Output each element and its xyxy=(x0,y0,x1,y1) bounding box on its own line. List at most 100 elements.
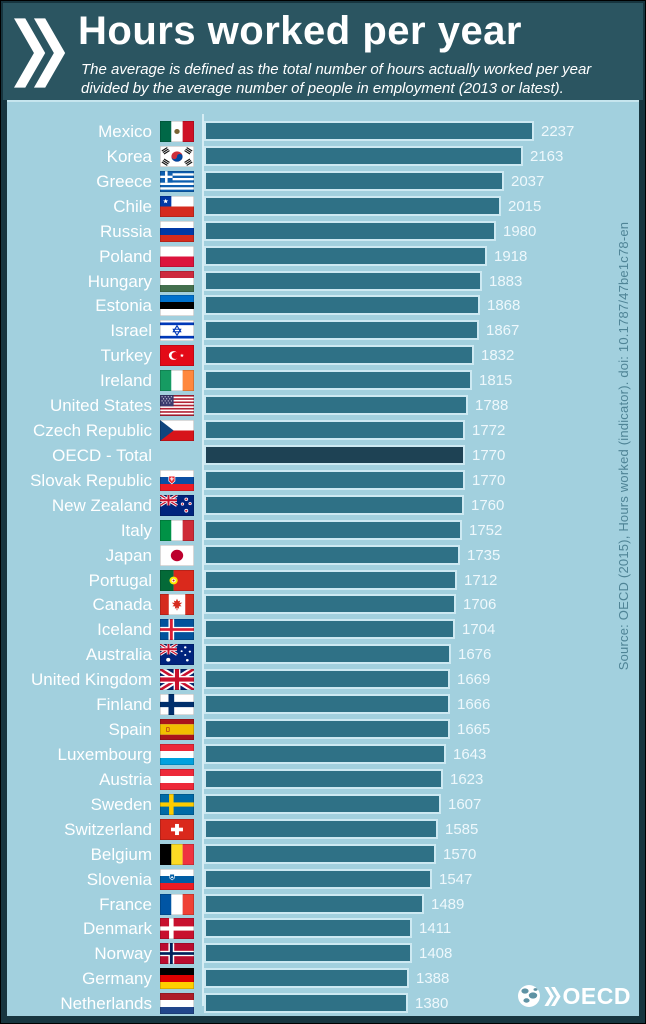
country-label: Austria xyxy=(99,769,152,789)
chart-row: Portugal 1712 xyxy=(7,568,639,593)
chile-flag-icon xyxy=(160,195,194,217)
chart-row: Spain 1665 xyxy=(7,717,639,742)
country-label: Israel xyxy=(110,321,152,341)
country-label: Spain xyxy=(108,720,152,740)
country-label: Poland xyxy=(99,246,152,266)
netherlands-flag-icon xyxy=(160,993,194,1015)
bar-value: 2163 xyxy=(530,147,564,165)
oecd-chevrons-small-icon xyxy=(543,986,561,1006)
country-label: Sweden xyxy=(90,794,152,814)
chart-row: Poland 1918 xyxy=(7,244,639,269)
country-label: Norway xyxy=(94,944,152,964)
slovakia-flag-icon xyxy=(160,469,194,491)
country-label: Denmark xyxy=(83,919,152,939)
country-label: Portugal xyxy=(88,570,152,590)
mexico-flag-icon xyxy=(160,121,194,142)
italy-flag-icon xyxy=(160,519,194,541)
bar xyxy=(204,320,479,341)
chart-row: New Zealand 1760 xyxy=(7,493,639,518)
chart-row: Chile 2015 xyxy=(7,194,639,219)
luxembourg-flag-icon xyxy=(160,744,194,765)
bar-value: 1676 xyxy=(458,646,492,664)
israel-flag-icon xyxy=(160,320,194,342)
newzealand-flag-icon xyxy=(160,494,194,516)
oecd-logo: OECD xyxy=(516,982,631,1010)
greece-flag-icon xyxy=(160,170,194,192)
page-subtitle: The average is defined as the total numb… xyxy=(81,60,591,98)
source-note: Source: OECD (2015), Hours worked (indic… xyxy=(616,221,631,671)
bar-value: 1570 xyxy=(443,845,477,863)
country-label: Slovak Republic xyxy=(30,470,152,490)
bar xyxy=(204,669,450,690)
chart-row: OECD - Total 1770 xyxy=(7,443,639,468)
bar xyxy=(204,494,464,515)
sweden-flag-icon xyxy=(160,793,194,815)
bar-value: 1868 xyxy=(487,297,521,315)
infographic-header: Hours worked per year The average is def… xyxy=(3,3,643,100)
chart-row: Finland 1666 xyxy=(7,692,639,717)
chart-row: Italy 1752 xyxy=(7,518,639,543)
bar-value: 1669 xyxy=(457,671,491,689)
iceland-flag-icon xyxy=(160,619,194,641)
bar xyxy=(204,644,451,665)
bar-value: 1380 xyxy=(415,995,449,1013)
country-label: Ireland xyxy=(100,371,152,391)
bar xyxy=(204,744,446,764)
bar xyxy=(204,270,482,291)
bar-value: 1867 xyxy=(486,322,520,340)
chart-row: Belgium 1570 xyxy=(7,842,639,867)
bar xyxy=(204,170,504,191)
bar xyxy=(204,195,501,216)
page-subtitle-line1: The average is defined as the total numb… xyxy=(81,61,592,78)
country-label: Czech Republic xyxy=(32,421,152,441)
bar xyxy=(204,395,468,416)
bar xyxy=(204,719,450,740)
australia-flag-icon xyxy=(160,644,194,666)
oecd-chevrons-icon xyxy=(14,18,66,88)
bar xyxy=(204,121,534,141)
chart-row: Mexico 2237 xyxy=(7,119,639,144)
japan-flag-icon xyxy=(160,544,194,566)
norway-flag-icon xyxy=(160,943,194,965)
bar-value: 1547 xyxy=(439,870,473,888)
country-label: Canada xyxy=(92,595,152,615)
chart-row: Czech Republic 1772 xyxy=(7,418,639,443)
country-label: Hungary xyxy=(87,271,152,291)
bar xyxy=(204,220,496,241)
country-label: OECD - Total xyxy=(52,445,152,465)
belgium-flag-icon xyxy=(160,843,194,865)
country-label: Greece xyxy=(96,171,152,191)
chart-row: Hungary 1883 xyxy=(7,269,639,294)
country-label: Finland xyxy=(96,695,152,715)
chart-row: Slovak Republic 1770 xyxy=(7,468,639,493)
country-label: France xyxy=(99,894,152,914)
bar-value: 1735 xyxy=(467,546,501,564)
bar xyxy=(204,519,462,540)
bar-value: 1980 xyxy=(503,222,537,240)
bar xyxy=(204,370,472,391)
bar xyxy=(204,594,456,615)
country-label: Estonia xyxy=(95,296,152,316)
hungary-flag-icon xyxy=(160,270,194,292)
chart-panel: Mexico 2237 Korea 2163 Greece 2037 Chile 2015 Ru… xyxy=(7,100,639,1016)
bar-value: 1760 xyxy=(471,496,505,514)
bar xyxy=(204,694,450,715)
bar-value: 1585 xyxy=(445,820,479,838)
bar xyxy=(204,420,465,441)
denmark-flag-icon xyxy=(160,918,194,940)
globe-icon xyxy=(517,985,540,1007)
chart-row: United States 1788 xyxy=(7,393,639,418)
bar xyxy=(204,569,457,590)
canada-flag-icon xyxy=(160,594,194,616)
bar xyxy=(204,619,455,640)
czech-flag-icon xyxy=(160,420,194,442)
bar-value: 1607 xyxy=(448,795,482,813)
country-label: Iceland xyxy=(97,620,152,640)
bar-value: 1643 xyxy=(453,746,487,763)
usa-flag-icon xyxy=(160,395,194,417)
switzerland-flag-icon xyxy=(160,818,194,840)
bar xyxy=(204,843,436,864)
bar xyxy=(204,768,443,789)
country-label: United States xyxy=(49,396,152,416)
